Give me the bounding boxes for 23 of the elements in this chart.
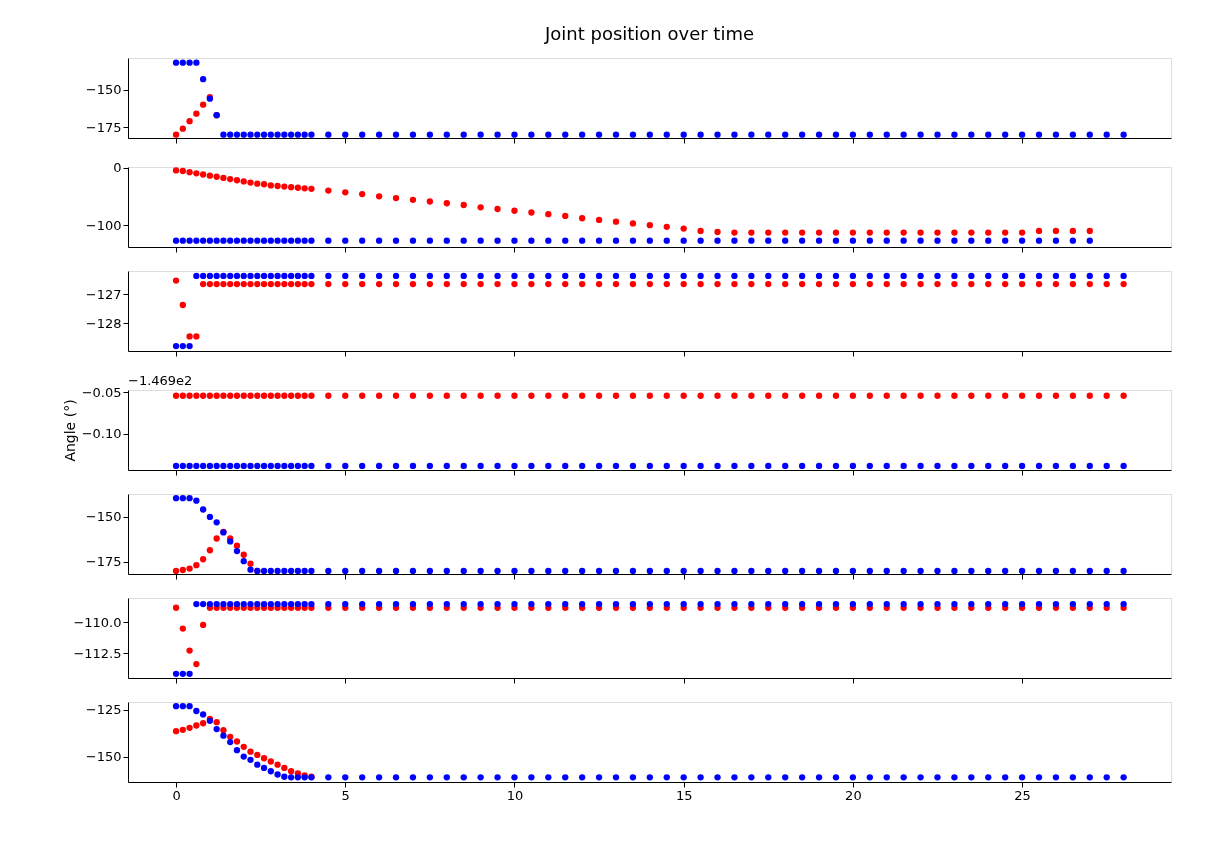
chart-title: Joint position over time (543, 23, 755, 44)
y-tick-label: −150 (85, 509, 122, 525)
y-tick-label: −150 (85, 749, 122, 765)
y-tick-label: −127 (85, 286, 122, 302)
y-tick-label: −100 (85, 217, 122, 233)
y-tick-label: −128 (85, 315, 122, 331)
y-tick-label: −150 (85, 82, 122, 98)
y-tick-label: −175 (85, 119, 122, 135)
x-tick-label: 0 (172, 787, 181, 803)
y-axis-title: Angle (°) (61, 399, 78, 462)
y-tick-label: −125 (85, 702, 122, 718)
x-tick-label: 25 (1014, 787, 1031, 803)
x-tick-label: 5 (341, 787, 350, 803)
y-tick-label: −0.10 (81, 426, 122, 442)
y-tick-label: −175 (85, 554, 122, 570)
y-tick-label: −110.0 (73, 614, 122, 630)
x-tick-label: 15 (675, 787, 693, 803)
text: −1.469e2 (128, 373, 193, 388)
x-tick-label: 10 (506, 787, 524, 803)
x-tick-label: 20 (845, 787, 862, 803)
y-tick-label: 0 (113, 160, 122, 176)
y-tick-label: −0.05 (81, 384, 122, 400)
y-tick-label: −112.5 (73, 645, 122, 661)
